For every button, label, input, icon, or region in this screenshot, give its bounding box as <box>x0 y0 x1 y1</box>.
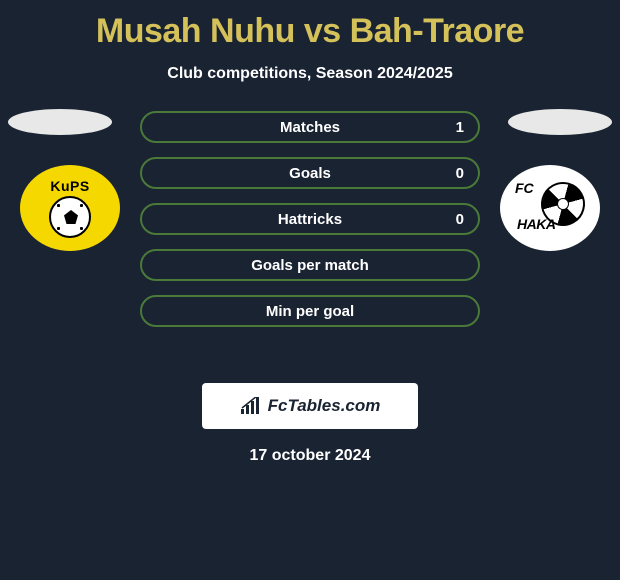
stat-label: Matches <box>280 119 340 136</box>
left-shadow-oval <box>8 109 112 135</box>
stats-list: Matches 1 Goals 0 Hattricks 0 Goals per … <box>140 111 480 327</box>
stat-value-right: 0 <box>456 211 464 228</box>
right-team-haka-label: HAKA <box>517 216 555 232</box>
right-team-fc-label: FC <box>515 182 534 195</box>
stat-label: Goals per match <box>251 257 369 274</box>
right-team-badge: FC HAKA <box>500 165 600 251</box>
brand-badge: FcTables.com <box>202 383 418 429</box>
stat-value-right: 0 <box>456 165 464 182</box>
stat-row-matches: Matches 1 <box>140 111 480 143</box>
date-label: 17 october 2024 <box>0 447 620 465</box>
brand-text: FcTables.com <box>268 396 381 416</box>
comparison-area: KuPS FC HAKA Matches 1 Goals 0 Hattricks… <box>0 111 620 361</box>
right-shadow-oval <box>508 109 612 135</box>
stat-row-goals-per-match: Goals per match <box>140 249 480 281</box>
stat-row-goals: Goals 0 <box>140 157 480 189</box>
stat-value-right: 1 <box>456 119 464 136</box>
subtitle: Club competitions, Season 2024/2025 <box>0 65 620 83</box>
stat-label: Hattricks <box>278 211 342 228</box>
bar-chart-icon <box>240 397 262 415</box>
soccer-ball-icon <box>49 196 91 238</box>
stat-label: Goals <box>289 165 331 182</box>
stat-row-min-per-goal: Min per goal <box>140 295 480 327</box>
stat-label: Min per goal <box>266 303 354 320</box>
page-title: Musah Nuhu vs Bah-Traore <box>0 0 620 51</box>
left-team-name: KuPS <box>50 178 89 194</box>
left-team-badge: KuPS <box>20 165 120 251</box>
stat-row-hattricks: Hattricks 0 <box>140 203 480 235</box>
